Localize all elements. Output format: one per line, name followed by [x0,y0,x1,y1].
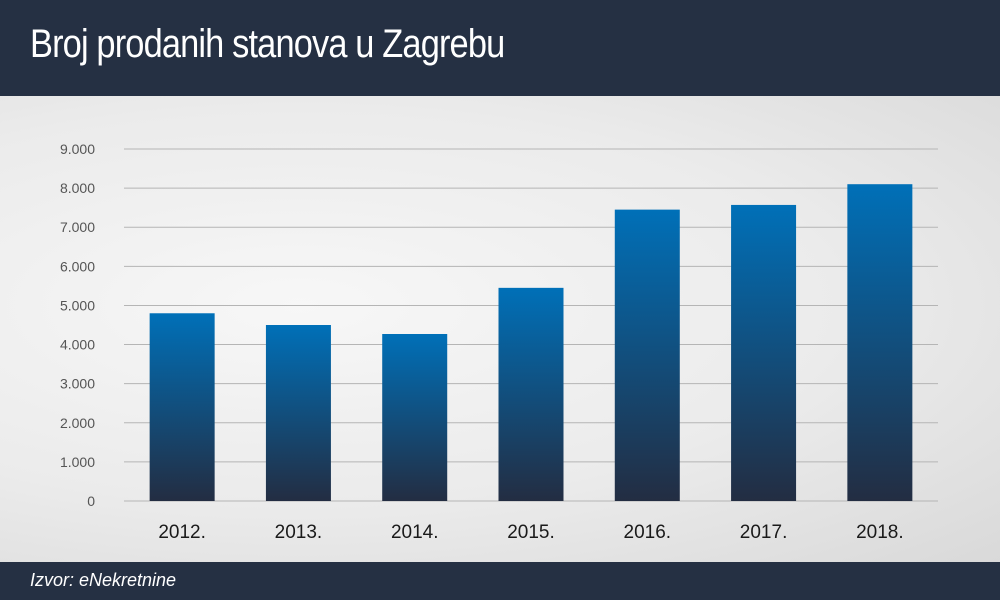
bar-2013 [265,325,331,501]
x-category-label: 2013. [275,522,323,543]
bars [149,184,913,501]
bar-2016 [614,209,680,501]
bar-2015 [498,287,564,501]
x-category-label: 2016. [624,522,672,543]
y-tick-label: 7.000 [60,219,95,235]
footer-bar: Izvor: eNekretnine [0,562,1000,600]
y-tick-label: 1.000 [60,454,95,470]
y-tick-label: 3.000 [60,376,95,392]
source-note: Izvor: eNekretnine [30,570,177,590]
y-tick-label: 5.000 [60,297,95,313]
x-category-label: 2018. [856,522,904,543]
x-category-label: 2017. [740,522,788,543]
x-category-label: 2012. [158,522,206,543]
chart-title: Broj prodanih stanova u Zagrebu [30,22,505,66]
bar-2014 [382,333,448,501]
y-tick-label: 2.000 [60,415,95,431]
bar-2018 [847,184,913,501]
header-bar: Broj prodanih stanova u Zagrebu [0,0,1000,96]
bar-2012 [149,313,215,501]
x-category-label: 2015. [507,522,555,543]
y-tick-label: 4.000 [60,337,95,353]
x-axis-category-labels: 2012. 2013. 2014. 2015. 2016. 2017. 2018. [158,522,903,543]
bar-2017 [731,204,797,501]
y-tick-label: 9.000 [60,141,95,157]
y-tick-label: 0 [87,493,95,509]
y-tick-label: 8.000 [60,180,95,196]
x-category-label: 2014. [391,522,439,543]
y-axis-tick-labels: 0 1.000 2.000 3.000 4.000 5.000 6.000 7.000 8.00… [60,141,95,509]
y-tick-label: 6.000 [60,258,95,274]
